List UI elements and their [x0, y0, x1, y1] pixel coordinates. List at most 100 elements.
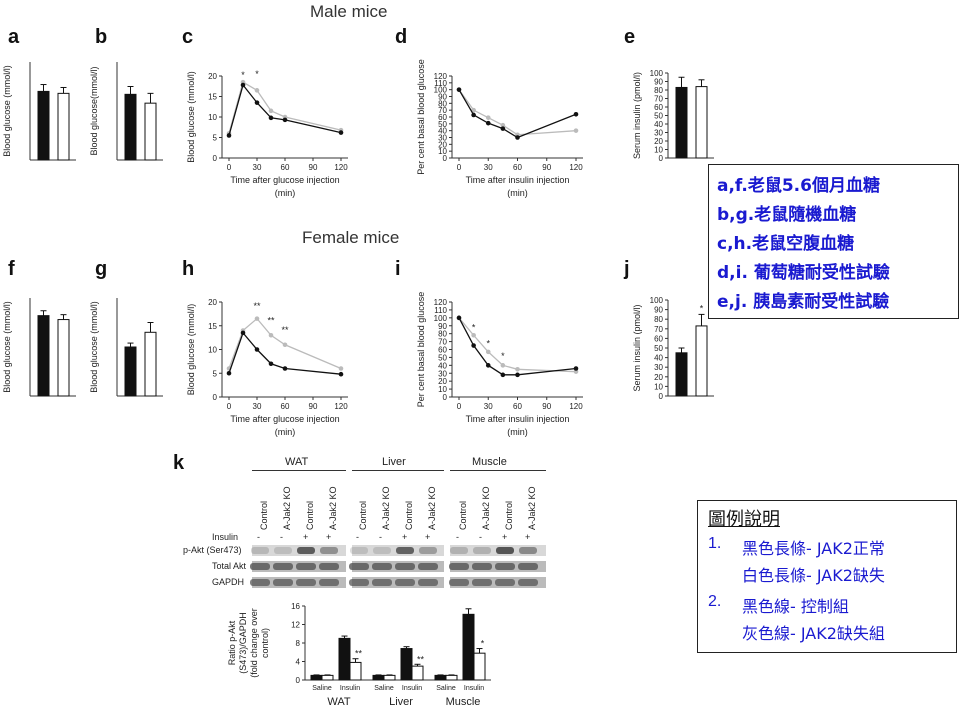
total-akt-band [372, 563, 392, 570]
x-tick-label: 120 [569, 163, 583, 172]
gapdh-band [495, 579, 515, 586]
x-tick-label: 60 [281, 163, 290, 172]
series-line [458, 89, 577, 136]
tissue-line-wat [252, 470, 346, 471]
significance-star: ** [267, 315, 275, 325]
total-akt-band [273, 563, 293, 570]
significance-star: * [486, 338, 490, 348]
data-point [254, 88, 260, 93]
gapdh-band [395, 579, 415, 586]
y-axis-label: control) [260, 628, 270, 658]
significance-star: * [481, 639, 485, 649]
y-tick-label: 10 [438, 147, 447, 156]
y-tick-label: 70 [438, 338, 447, 347]
y-axis-label: Blood glucose (mmol/l) [186, 71, 196, 163]
significance-star: * [255, 69, 259, 79]
y-tick-label: 80 [438, 330, 447, 339]
bar [434, 674, 447, 681]
bar [695, 325, 708, 397]
lane-label: Control [358, 500, 368, 530]
insulin-mark: - [280, 532, 283, 542]
x-tick-label: 120 [334, 163, 348, 172]
x-axis-label: Time after insulin injection [466, 175, 570, 185]
y-tick-label: 60 [654, 103, 663, 112]
legend-item2-b: 灰色線- JAK2缺失組 [742, 624, 885, 643]
data-point [338, 130, 344, 135]
data-point [471, 343, 476, 348]
series-line [458, 317, 577, 373]
x-tick-label: 30 [484, 163, 493, 172]
gapdh-band [273, 579, 293, 586]
data-point [573, 111, 579, 117]
gapdh-band [349, 579, 369, 586]
x-axis-label: Time after glucose injection [230, 175, 339, 185]
y-tick-label: 20 [654, 137, 663, 146]
data-point [485, 363, 491, 368]
legend-title: 圖例說明 [708, 509, 780, 530]
pakt-band [274, 547, 292, 554]
x-tick-label: 30 [253, 402, 262, 411]
x-tick-label: 0 [227, 163, 232, 172]
data-point [268, 108, 274, 114]
bar [124, 346, 137, 397]
data-point [268, 332, 274, 338]
y-axis-label: Blood glucose (mmol/l) [2, 301, 12, 393]
y-axis-label: Per cent basal blood glucose [416, 59, 426, 175]
y-axis-label: Blood glucose(mmol/l) [89, 66, 99, 155]
panel-label-c: c [182, 26, 194, 48]
y-tick-label: 20 [438, 377, 447, 386]
y-tick-label: 60 [438, 113, 447, 122]
y-tick-label: 30 [438, 369, 447, 378]
y-tick-label: 120 [434, 298, 448, 307]
y-tick-label: 20 [208, 72, 217, 81]
pakt-band [350, 547, 368, 554]
data-point [456, 87, 462, 92]
gapdh-band [250, 579, 270, 586]
x-tick-label: 90 [542, 402, 551, 411]
legend-item1-num: 1. [708, 535, 722, 552]
legend-box-abbreviations: a,f.老鼠5.6個月血糖 b,g.老鼠隨機血糖 c,h.老鼠空腹血糖 d,i.… [708, 164, 959, 319]
y-tick-label: 50 [654, 344, 663, 353]
x-tick-label: 30 [253, 163, 262, 172]
significance-star: * [472, 323, 476, 333]
y-tick-label: 30 [654, 129, 663, 138]
tissue-label-liver: Liver [382, 456, 406, 468]
legend-line-4: d,i. 葡萄糖耐受性試驗 [717, 263, 890, 283]
tissue-line-liver [352, 470, 444, 471]
legend-line-1: a,f.老鼠5.6個月血糖 [717, 176, 880, 196]
blot-row-label-gapdh: GAPDH [212, 577, 245, 587]
x-tick-label: 90 [309, 402, 318, 411]
data-point [471, 107, 476, 113]
y-tick-label: 110 [434, 306, 447, 315]
y-tick-label: 10 [208, 113, 217, 122]
y-tick-label: 30 [654, 363, 663, 372]
bar [321, 674, 334, 681]
data-point [268, 361, 274, 367]
data-point [226, 133, 232, 138]
y-tick-label: 70 [654, 325, 663, 334]
bar [462, 613, 475, 681]
chart-b: Blood glucose(mmol/l) [89, 62, 163, 161]
y-tick-label: 110 [434, 79, 447, 88]
y-tick-label: 100 [650, 69, 664, 78]
panel-label-d: d [395, 26, 408, 48]
data-point [515, 372, 520, 378]
panel-label-i: i [395, 258, 401, 280]
legend-item1-a: 黑色長條- JAK2正常 [742, 539, 885, 558]
pakt-band [473, 547, 491, 554]
y-tick-label: 90 [438, 93, 447, 102]
data-point [471, 112, 476, 118]
insulin-mark: + [525, 532, 531, 542]
significance-star: ** [253, 301, 261, 311]
pakt-band [297, 547, 315, 554]
significance-star: * [501, 351, 505, 361]
bar [144, 102, 157, 161]
y-tick-label: 40 [654, 354, 663, 363]
data-point [338, 371, 344, 377]
x-axis-label: (min) [275, 188, 296, 198]
legend-item1-b: 白色長條- JAK2缺失 [742, 566, 885, 585]
data-point [268, 115, 274, 121]
panel-label-b: b [95, 26, 108, 48]
